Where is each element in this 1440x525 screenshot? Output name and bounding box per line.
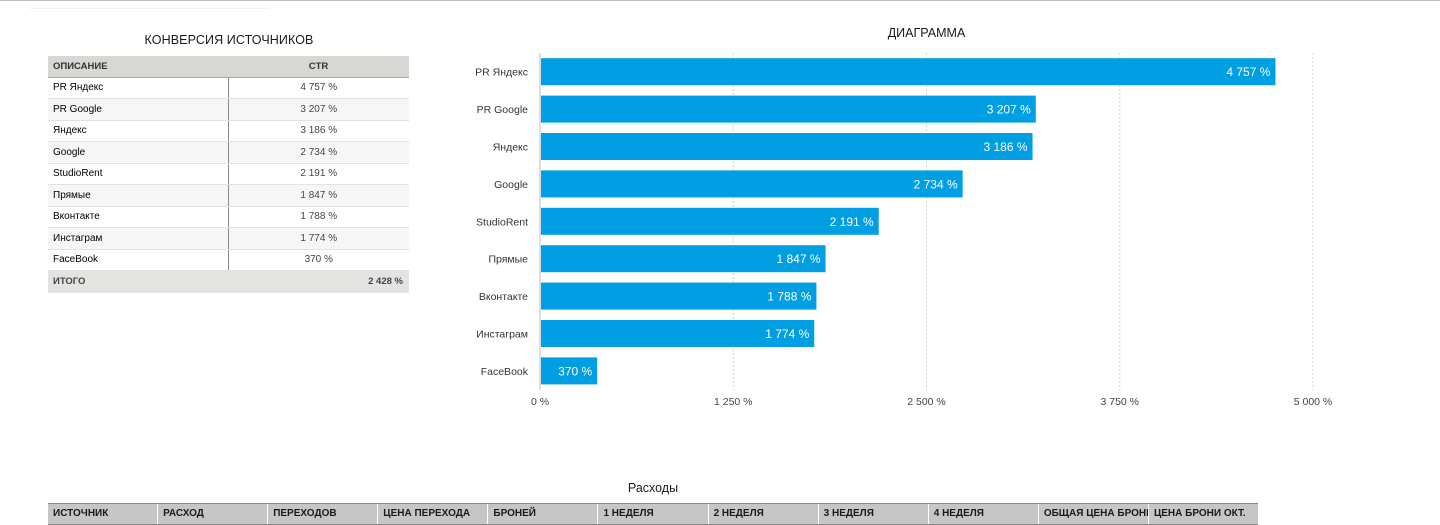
row-ctr-value[interactable]: 1 774 % (228, 227, 409, 250)
expenses-column-header[interactable]: ПЕРЕХОДОВ (268, 504, 379, 524)
row-ctr-value[interactable]: 2 734 % (228, 141, 409, 164)
row-ctr-value[interactable]: 1 847 % (228, 184, 409, 207)
row-ctr-value[interactable]: 3 186 % (228, 120, 409, 142)
category-label: Яндекс (493, 142, 528, 154)
category-label: StudioRent (476, 216, 528, 228)
row-ctr-value[interactable]: 370 % (228, 249, 409, 271)
data-label: 1 774 % (765, 327, 809, 341)
category-label: PR Яндекс (475, 67, 528, 79)
expenses-column-header[interactable]: ОБЩАЯ ЦЕНА БРОНИ (1039, 504, 1149, 524)
bar[interactable] (541, 58, 1276, 86)
expenses-column-header[interactable]: ЦЕНА БРОНИ ОКТ. (1153, 508, 1246, 519)
bar[interactable] (541, 282, 817, 310)
category-label: Прямые (488, 254, 528, 266)
top-divider (0, 0, 1440, 1)
conversion-table: ОПИСАНИЕ CTR PR Яндекс 4 757 % PR Google 3 … (48, 56, 409, 293)
bar[interactable] (541, 357, 598, 385)
table-row: Прямые 1 847 % (48, 184, 409, 207)
data-label: 1 788 % (767, 290, 811, 304)
x-tick-label: 3 750 % (1100, 396, 1139, 408)
table-row: PR Google 3 207 % (48, 98, 409, 121)
expenses-column-header[interactable]: БРОНЕЙ (488, 504, 599, 524)
chart-title: ДИАГРАММА (887, 26, 966, 40)
category-label: Google (494, 179, 528, 191)
column-header-description[interactable]: ОПИСАНИЕ (48, 56, 228, 78)
x-tick-label: 0 % (531, 396, 549, 408)
bar[interactable] (541, 133, 1033, 160)
table-row: PR Яндекс 4 757 % (48, 77, 409, 99)
row-ctr-value[interactable]: 2 191 % (228, 163, 409, 185)
table-row: Яндекс 3 186 % (48, 120, 409, 142)
total-value: 2 428 % (228, 270, 409, 293)
expenses-column-header[interactable]: 4 НЕДЕЛЯ (929, 504, 1039, 524)
row-source-name[interactable]: Яндекс (48, 120, 229, 142)
bar[interactable] (541, 207, 879, 235)
row-source-name[interactable]: PR Google (48, 98, 229, 121)
row-source-name[interactable]: StudioRent (48, 163, 229, 185)
x-tick-label: 1 250 % (714, 396, 753, 408)
row-source-name[interactable]: Прямые (48, 184, 229, 207)
category-label: Инстаграм (476, 329, 528, 341)
expenses-column-header[interactable]: ИСТОЧНИК (48, 504, 159, 524)
data-label: 370 % (558, 364, 592, 378)
table-row: FaceBook 370 % (48, 249, 409, 271)
expenses-column-header[interactable]: РАСХОД (158, 504, 269, 524)
bar[interactable] (541, 170, 963, 198)
conversion-header-row: ОПИСАНИЕ CTR (48, 56, 409, 78)
row-source-name[interactable]: FaceBook (48, 249, 229, 271)
table-row: StudioRent 2 191 % (48, 163, 409, 185)
expenses-column-header[interactable]: 2 НЕДЕЛЯ (709, 504, 819, 524)
data-label: 2 734 % (914, 177, 958, 191)
top-accent-line (30, 8, 270, 9)
row-ctr-value[interactable]: 3 207 % (228, 98, 409, 121)
data-label: 4 757 % (1226, 65, 1270, 79)
total-label: ИТОГО (48, 270, 228, 293)
row-ctr-value[interactable]: 4 757 % (228, 77, 409, 99)
category-label: FaceBook (481, 366, 529, 378)
table-row: Google 2 734 % (48, 141, 409, 164)
row-ctr-value[interactable]: 1 788 % (228, 206, 409, 228)
table-row: Вконтакте 1 788 % (48, 206, 409, 228)
conversion-body: PR Яндекс 4 757 % PR Google 3 207 % Яндекс 3 … (48, 77, 409, 293)
expenses-column-header[interactable]: ЦЕНА ПЕРЕХОДА (378, 504, 489, 524)
table-row: Инстаграм 1 774 % (48, 227, 409, 250)
row-source-name[interactable]: Google (48, 141, 229, 164)
expenses-column-header[interactable]: 1 НЕДЕЛЯ (598, 504, 709, 524)
conversion-title: КОНВЕРСИЯ ИСТОЧНИКОВ (144, 33, 314, 47)
data-label: 3 207 % (987, 103, 1031, 117)
expenses-column-header[interactable]: 3 НЕДЕЛЯ (819, 504, 929, 524)
x-tick-label: 5 000 % (1294, 396, 1333, 408)
category-label: Вконтакте (479, 291, 528, 303)
expenses-title: Расходы (627, 481, 679, 495)
data-label: 2 191 % (830, 215, 874, 229)
bar[interactable] (541, 320, 815, 347)
expenses-header-row: ИСТОЧНИК РАСХОД ПЕРЕХОДОВ ЦЕНА ПЕРЕХОДА БРОН… (48, 503, 1258, 525)
x-tick-label: 2 500 % (907, 396, 946, 408)
total-row: ИТОГО 2 428 % (48, 270, 409, 293)
bar[interactable] (541, 95, 1036, 123)
category-label: PR Google (477, 104, 529, 116)
column-header-ctr[interactable]: CTR (228, 56, 409, 78)
data-label: 1 847 % (776, 252, 820, 266)
bar[interactable] (541, 245, 826, 273)
data-label: 3 186 % (984, 140, 1028, 154)
row-source-name[interactable]: Инстаграм (48, 227, 229, 250)
row-source-name[interactable]: Вконтакте (48, 206, 229, 228)
row-source-name[interactable]: PR Яндекс (48, 77, 229, 99)
